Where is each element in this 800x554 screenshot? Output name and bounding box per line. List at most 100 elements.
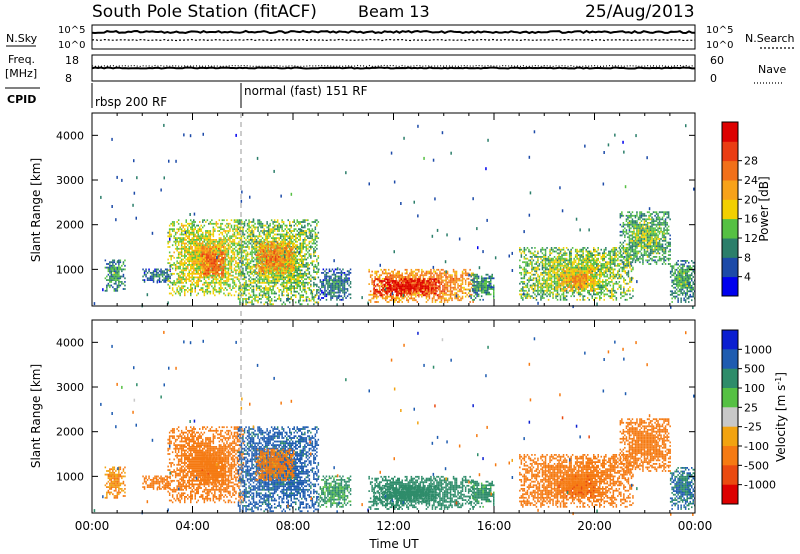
heatmap-cell [396,294,398,297]
heatmap-cell [287,243,289,246]
heatmap-cell [292,230,294,232]
heatmap-cell [425,295,428,298]
heatmap-cell [218,237,221,239]
heatmap-cell [304,219,306,222]
heatmap-cell [232,256,234,259]
heatmap-cell [464,288,467,291]
heatmap-cell [239,299,241,302]
heatmap-cell [196,239,198,241]
heatmap-cell [443,279,446,282]
freq-left-tick-top: 18 [65,54,79,67]
heatmap-cell [265,270,268,273]
heatmap-cell [263,287,265,289]
heatmap-cell [245,253,247,256]
heatmap-cell [316,235,318,238]
heatmap-cell [196,235,198,238]
heatmap-cell [385,278,387,281]
heatmap-cell [260,271,262,273]
heatmap-cell [245,264,247,266]
heatmap-cell [311,296,314,298]
heatmap-cell [328,289,331,292]
heatmap-cell [273,237,276,239]
heatmap-cell [179,240,181,243]
heatmap-cell [331,281,334,283]
heatmap-cell [184,290,186,293]
heatmap-cell [374,276,376,278]
heatmap-cell [258,219,261,222]
heatmap-cell [442,286,444,289]
heatmap-cell [194,289,196,291]
heatmap-cell [437,274,440,277]
heatmap-cell [193,283,195,286]
heatmap-cell [205,251,207,254]
heatmap-cell [267,237,270,239]
heatmap-cell [177,253,180,256]
heatmap-cell [203,283,206,286]
heatmap-cell [124,284,126,287]
heatmap-cell [236,269,239,272]
heatmap-cell [255,239,258,241]
heatmap-cell [188,237,190,239]
heatmap-cell [302,233,304,236]
heatmap-cell [267,299,270,302]
heatmap-cell [310,292,312,295]
heatmap-cell [277,250,280,253]
heatmap-cell [177,272,180,275]
heatmap-cell [287,247,289,249]
heatmap-cell [194,221,196,223]
heatmap-cell [413,297,416,300]
heatmap-cell [290,235,292,238]
heatmap-cell [446,270,449,273]
heatmap-cell [248,264,250,266]
heatmap-cell [394,274,396,277]
heatmap-cell [245,219,247,222]
heatmap-cell [298,272,300,275]
heatmap-cell [295,269,297,272]
heatmap-cell [194,287,196,289]
heatmap-cell [212,287,215,289]
heatmap-cell [206,269,208,272]
heatmap-cell [216,269,219,272]
heatmap-cell [308,231,311,234]
heatmap-cell [229,265,231,268]
heatmap-cell [109,279,111,281]
heatmap-cell [151,272,153,274]
heatmap-cell [180,260,183,263]
heatmap-cell [314,255,317,257]
heatmap-cell [215,247,218,250]
heatmap-cell [116,266,119,269]
heatmap-cell [218,255,220,257]
heatmap-cell [269,289,271,291]
heatmap-cell [301,296,303,298]
heatmap-cell [230,265,233,268]
heatmap-cell [179,265,181,268]
heatmap-cell [424,279,426,282]
heatmap-cell [212,264,214,266]
heatmap-cell [191,247,193,250]
heatmap-cell [461,283,464,285]
heatmap-cell [279,248,281,251]
heatmap-cell [263,274,265,277]
heatmap-cell [267,256,270,259]
heatmap-cell [197,285,199,288]
heatmap-cell [440,272,443,275]
heatmap-cell [177,292,180,295]
heatmap-cell [251,296,253,298]
heatmap-cell [302,242,304,245]
heatmap-cell [425,288,428,291]
heatmap-cell [307,222,309,225]
heatmap-cell [284,261,286,264]
heatmap-cell [236,262,239,264]
heatmap-cell [260,294,262,297]
heatmap-cell [348,293,350,296]
heatmap-cell [246,253,249,256]
heatmap-cell [398,299,400,302]
heatmap-cell [318,297,320,299]
heatmap-cell [424,287,427,289]
heatmap-cell [205,233,207,236]
heatmap-cell [229,222,231,225]
heatmap-cell [382,287,384,289]
heatmap-cell [308,276,311,279]
heatmap-cell [325,272,328,274]
heatmap-cell [430,290,433,293]
